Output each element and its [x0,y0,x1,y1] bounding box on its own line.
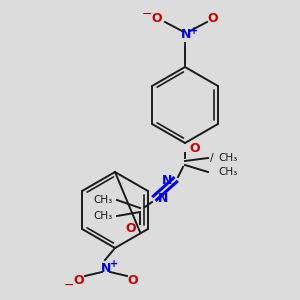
Text: O: O [152,11,162,25]
Text: O: O [208,11,218,25]
Text: CH₃: CH₃ [94,211,113,221]
Text: CH₃: CH₃ [218,153,237,163]
Text: O: O [125,221,136,235]
Text: +: + [110,259,118,269]
Text: N: N [158,191,168,205]
Text: −: − [64,278,74,292]
Text: −: − [142,8,152,20]
Text: /: / [210,153,214,163]
Text: O: O [128,274,138,286]
Text: O: O [189,142,200,154]
Text: +: + [190,26,198,36]
Text: CH₃: CH₃ [218,167,237,177]
Text: N: N [181,28,191,41]
Text: O: O [74,274,84,286]
Text: CH₃: CH₃ [94,195,113,205]
Text: N: N [162,173,172,187]
Text: N: N [101,262,111,275]
